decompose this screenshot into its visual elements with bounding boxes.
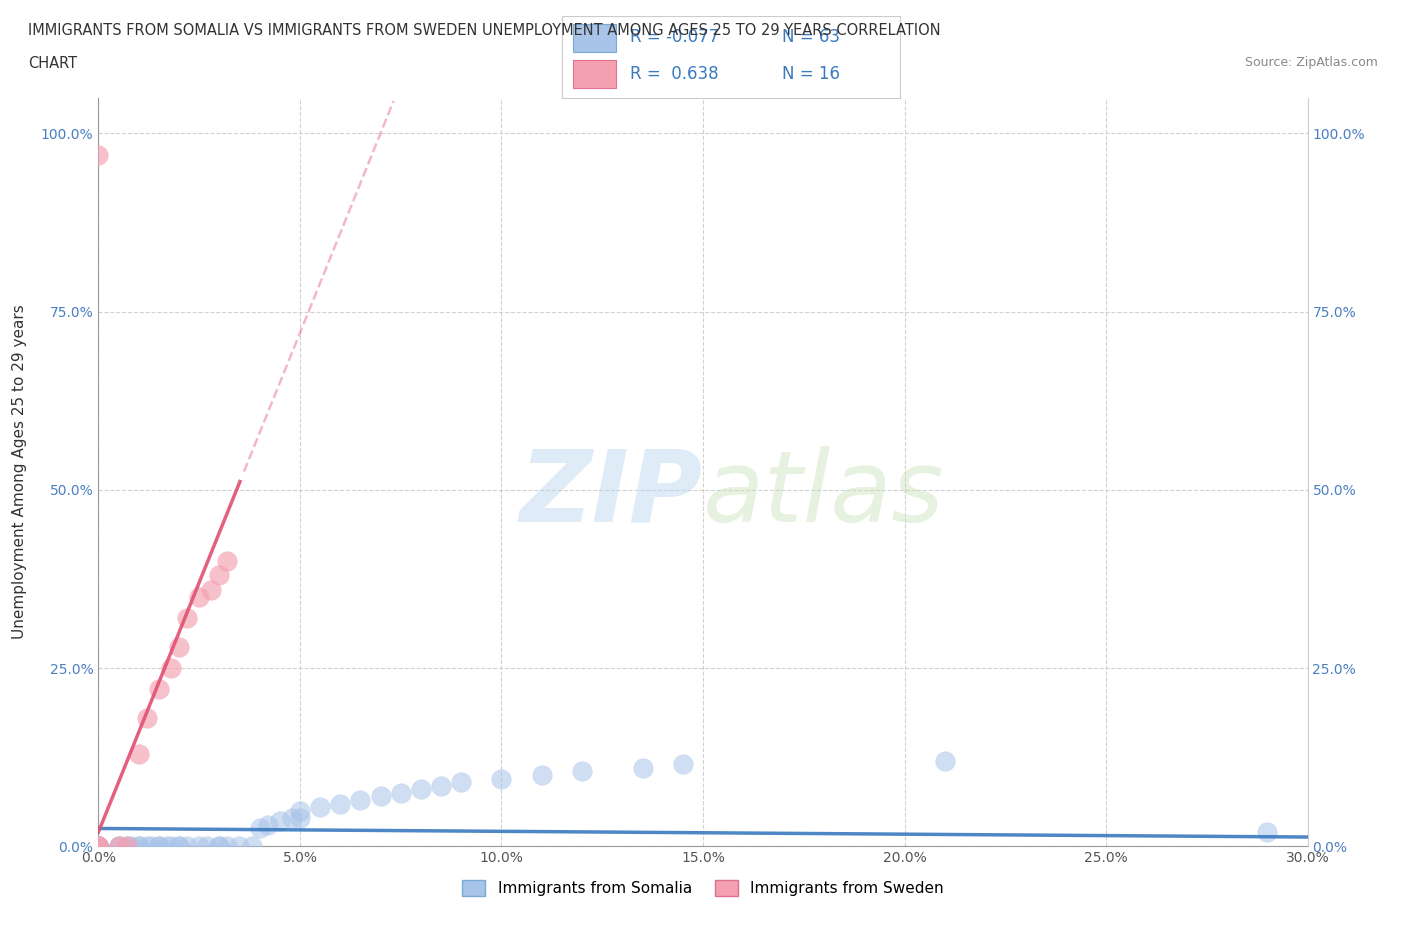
Point: [167, 839, 190, 854]
FancyBboxPatch shape: [572, 24, 616, 52]
Text: atlas: atlas: [703, 445, 945, 543]
Point: [87, 839, 110, 854]
Point: [309, 800, 332, 815]
Point: [530, 767, 553, 782]
Point: [1256, 825, 1278, 840]
Point: [167, 639, 190, 654]
Point: [148, 839, 170, 854]
Point: [200, 582, 222, 597]
Point: [288, 804, 311, 818]
Point: [87, 839, 110, 854]
Point: [87, 839, 110, 854]
Point: [87, 839, 110, 854]
Point: [139, 839, 162, 854]
Point: [491, 771, 513, 786]
Point: [87, 839, 110, 854]
Point: [389, 785, 412, 800]
Point: [87, 839, 110, 854]
Point: [571, 764, 593, 779]
Point: [87, 839, 110, 854]
Point: [208, 839, 231, 854]
Point: [188, 839, 211, 854]
Y-axis label: Unemployment Among Ages 25 to 29 years: Unemployment Among Ages 25 to 29 years: [13, 305, 27, 639]
Point: [329, 796, 352, 811]
Point: [240, 839, 263, 854]
Point: [631, 761, 654, 776]
Point: [128, 746, 150, 761]
Point: [87, 839, 110, 854]
Point: [120, 839, 142, 854]
Point: [87, 839, 110, 854]
Point: [249, 821, 271, 836]
Point: [160, 660, 183, 675]
Point: [167, 839, 190, 854]
Point: [148, 839, 170, 854]
Point: [135, 839, 157, 854]
Point: [370, 789, 392, 804]
Point: [87, 839, 110, 854]
Text: IMMIGRANTS FROM SOMALIA VS IMMIGRANTS FROM SWEDEN UNEMPLOYMENT AMONG AGES 25 TO : IMMIGRANTS FROM SOMALIA VS IMMIGRANTS FR…: [28, 23, 941, 38]
Point: [107, 839, 129, 854]
Point: [450, 775, 472, 790]
Point: [217, 839, 239, 854]
Point: [87, 147, 110, 162]
Text: Source: ZipAtlas.com: Source: ZipAtlas.com: [1244, 56, 1378, 69]
Point: [430, 778, 453, 793]
Point: [188, 590, 211, 604]
Point: [128, 839, 150, 854]
Point: [934, 753, 956, 768]
Point: [87, 839, 110, 854]
Point: [176, 839, 198, 854]
Point: [228, 839, 250, 854]
Text: N = 16: N = 16: [782, 65, 839, 84]
Point: [349, 792, 371, 807]
Point: [256, 817, 278, 832]
Point: [87, 839, 110, 854]
Point: [148, 682, 170, 697]
Point: [87, 839, 110, 854]
Point: [87, 839, 110, 854]
Text: R = -0.077: R = -0.077: [630, 29, 718, 46]
Point: [87, 839, 110, 854]
Point: [208, 839, 231, 854]
Point: [87, 839, 110, 854]
Text: ZIP: ZIP: [520, 445, 703, 543]
Point: [87, 839, 110, 854]
Point: [672, 757, 695, 772]
Text: CHART: CHART: [28, 56, 77, 71]
Text: N = 63: N = 63: [782, 29, 839, 46]
Point: [87, 839, 110, 854]
Point: [135, 711, 157, 725]
Point: [87, 839, 110, 854]
Point: [269, 814, 291, 829]
Point: [156, 839, 179, 854]
Legend: Immigrants from Somalia, Immigrants from Sweden: Immigrants from Somalia, Immigrants from…: [457, 874, 949, 902]
Point: [107, 839, 129, 854]
Point: [87, 839, 110, 854]
Point: [128, 839, 150, 854]
Point: [87, 839, 110, 854]
Point: [115, 839, 138, 854]
Point: [217, 553, 239, 568]
Point: [115, 839, 138, 854]
Point: [288, 810, 311, 825]
FancyBboxPatch shape: [572, 60, 616, 87]
Text: R =  0.638: R = 0.638: [630, 65, 718, 84]
Point: [195, 839, 218, 854]
Point: [281, 810, 304, 825]
Point: [87, 839, 110, 854]
Point: [87, 839, 110, 854]
Point: [160, 839, 183, 854]
Point: [176, 611, 198, 626]
Point: [208, 568, 231, 583]
Point: [107, 839, 129, 854]
Point: [409, 782, 432, 797]
